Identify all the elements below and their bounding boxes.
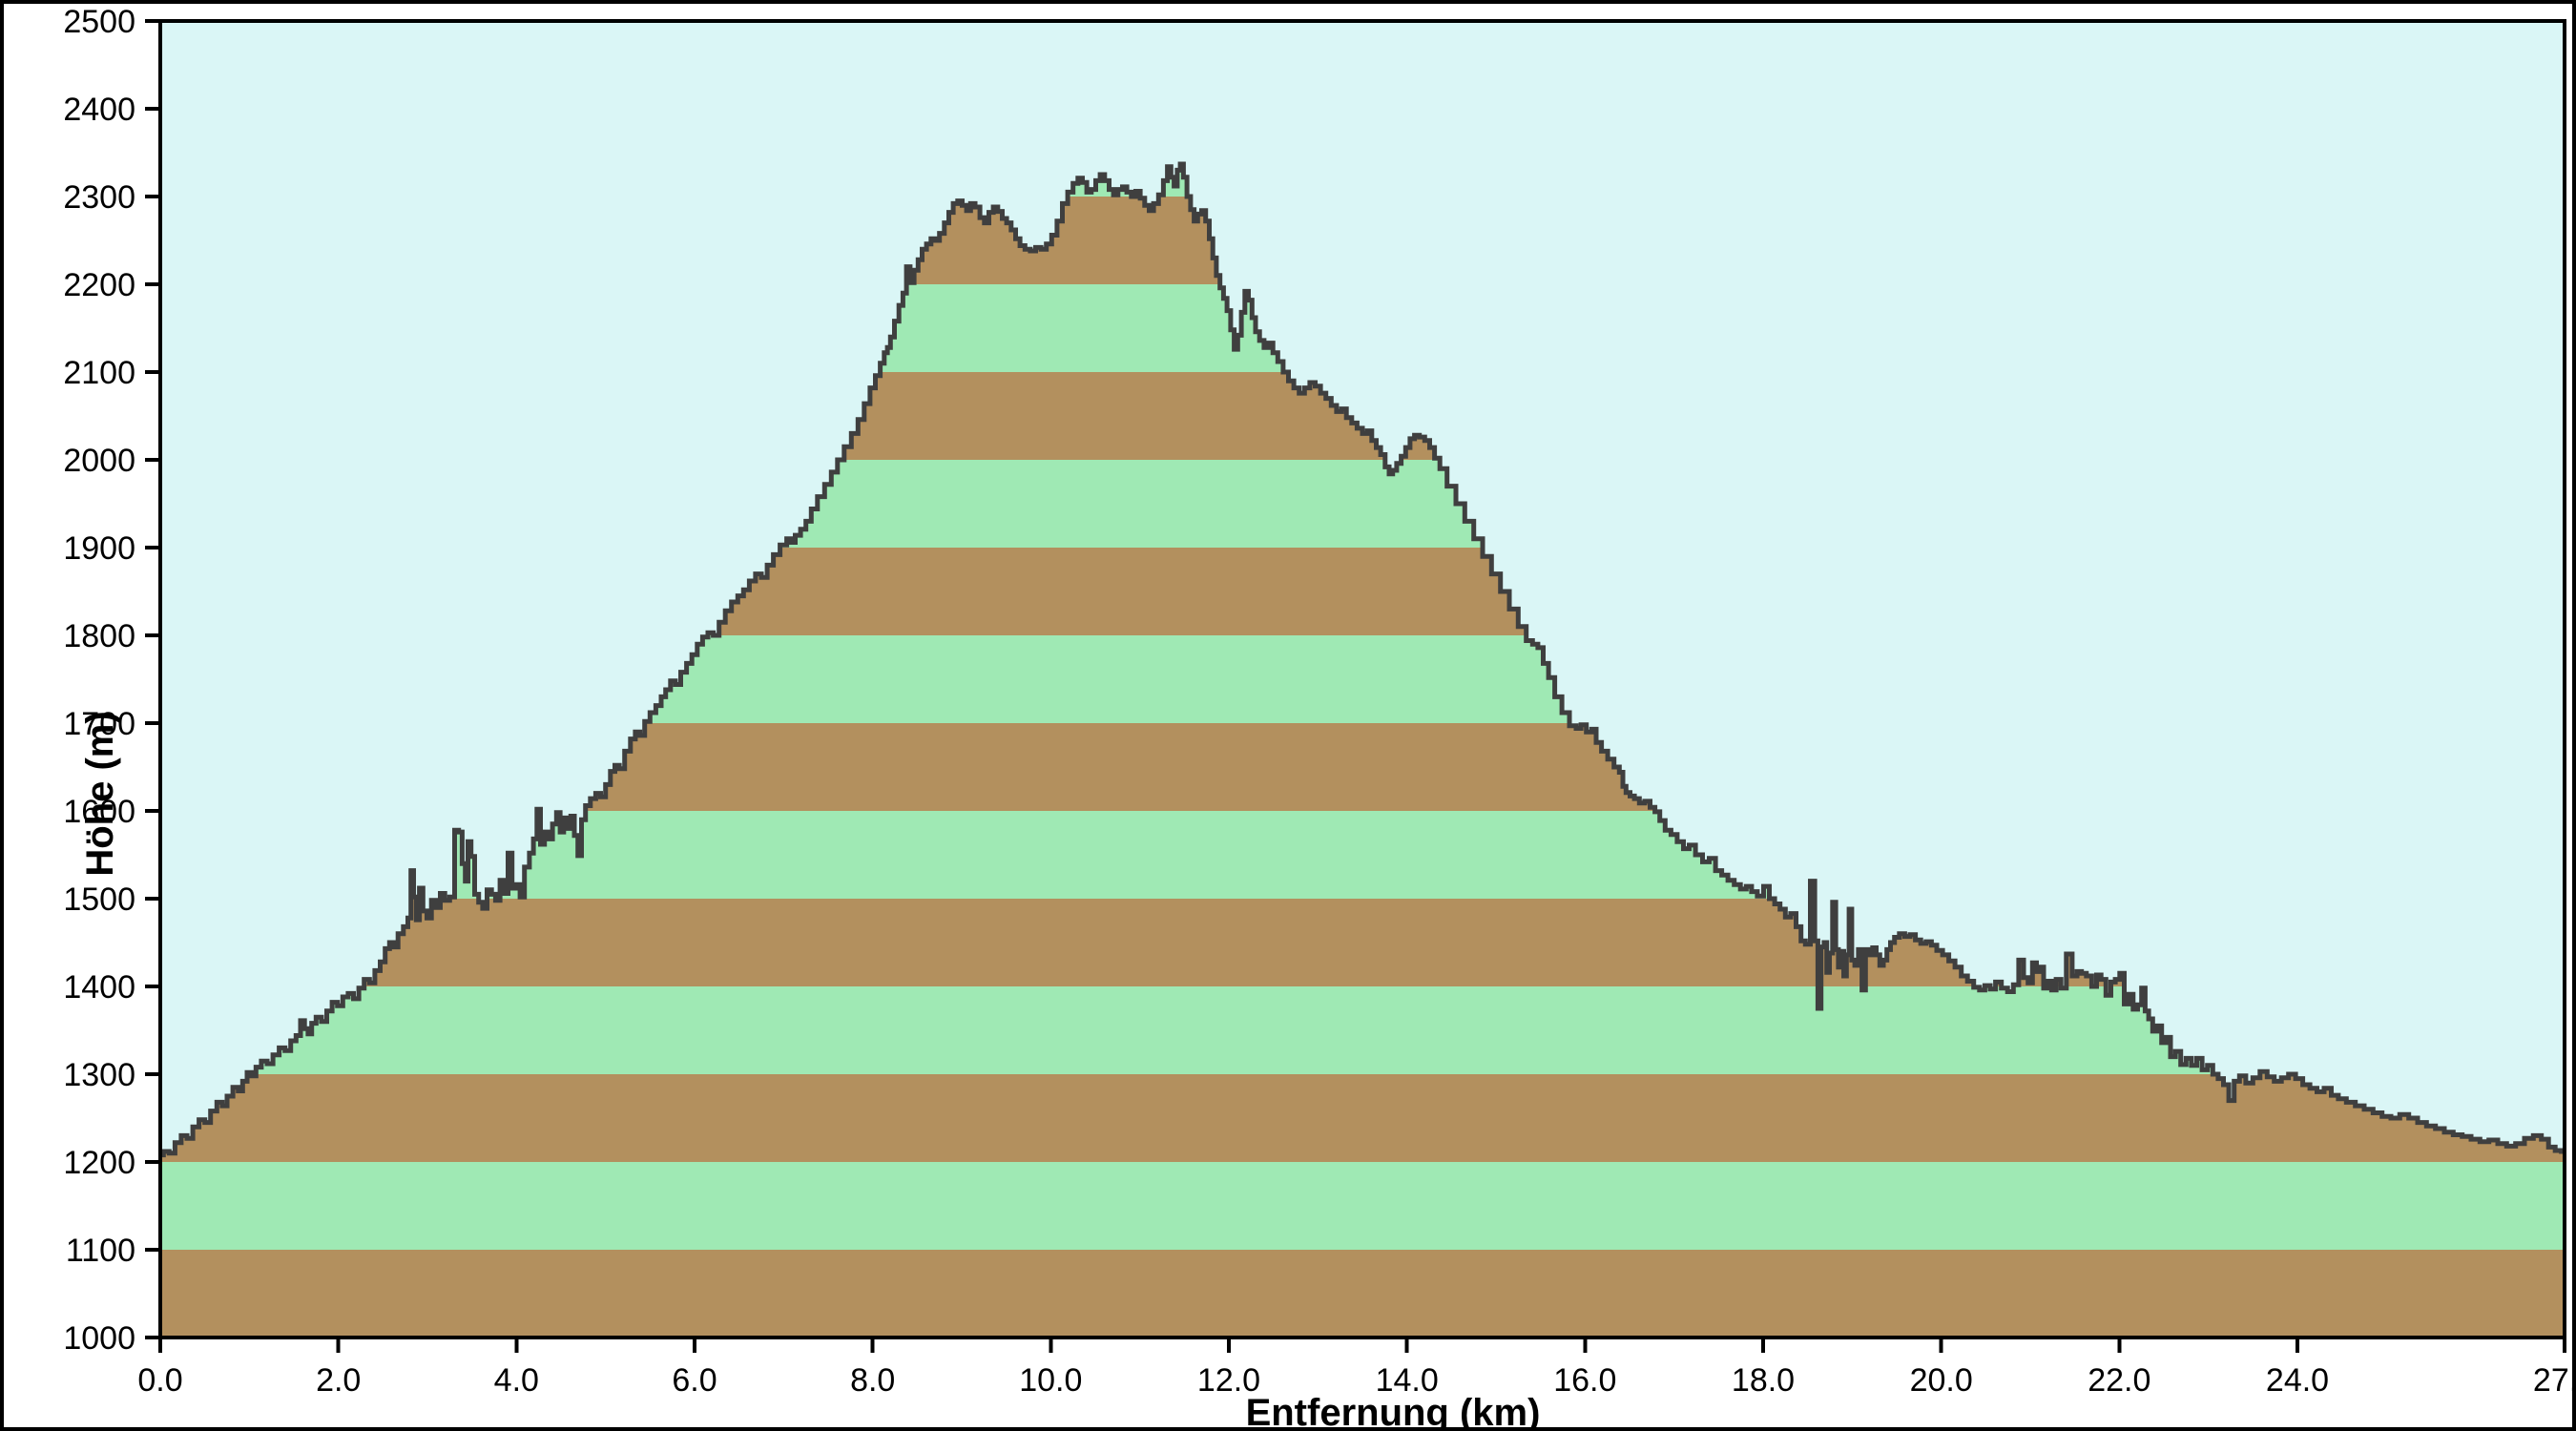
- y-tick-label: 1700: [63, 706, 135, 742]
- y-tick-label: 1000: [63, 1320, 135, 1357]
- y-tick-label: 2300: [63, 179, 135, 216]
- y-tick-label: 1900: [63, 530, 135, 567]
- elevation-band-1200: [160, 1074, 2565, 1162]
- x-tick-label: 20.0: [1910, 1362, 1973, 1399]
- y-tick-label: 1800: [63, 618, 135, 654]
- x-tick-label: 10.0: [1019, 1362, 1082, 1399]
- x-axis: 0.0 2.0 4.0 6.0 8.0 10.0 12.0 14.0 16.0 18.0 20.0 2…: [137, 1338, 2576, 1399]
- elevation-band-1000: [160, 1250, 2565, 1338]
- y-tick-label: 1200: [63, 1145, 135, 1181]
- x-tick-label: 4.0: [494, 1362, 539, 1399]
- y-tick-label: 2100: [63, 355, 135, 391]
- x-axis-title: Entfernung (km): [1246, 1392, 1541, 1431]
- x-tick-label: 24.0: [2266, 1362, 2329, 1399]
- y-axis: 1000 1100 1200 1300 1400 1500 1600 1700 1800 1900…: [63, 4, 160, 1357]
- elevation-band-1100: [160, 1162, 2565, 1250]
- x-tick-label: 2.0: [316, 1362, 361, 1399]
- x-tick-label: 8.0: [850, 1362, 895, 1399]
- y-tick-label: 2500: [63, 4, 135, 40]
- x-tick-label: 16.0: [1553, 1362, 1616, 1399]
- x-tick-label: 27.0: [2533, 1362, 2576, 1399]
- x-tick-label: 0.0: [137, 1362, 182, 1399]
- y-tick-label: 1300: [63, 1057, 135, 1093]
- plot-border: [158, 19, 2566, 1339]
- x-tick-label: 22.0: [2088, 1362, 2150, 1399]
- y-tick-label: 2200: [63, 267, 135, 303]
- elevation-profile-line: [160, 161, 2565, 1158]
- y-tick-label: 1400: [63, 969, 135, 1006]
- y-tick-label: 1500: [63, 881, 135, 918]
- x-tick-label: 18.0: [1732, 1362, 1795, 1399]
- x-tick-label: 14.0: [1376, 1362, 1439, 1399]
- y-axis-title: Höhe (m): [79, 711, 121, 876]
- x-tick-label: 12.0: [1197, 1362, 1260, 1399]
- y-tick-label: 1100: [66, 1233, 135, 1269]
- y-tick-label: 2400: [63, 92, 135, 128]
- y-tick-label: 1600: [63, 794, 135, 830]
- y-tick-label: 2000: [63, 443, 135, 479]
- x-tick-label: 6.0: [672, 1362, 717, 1399]
